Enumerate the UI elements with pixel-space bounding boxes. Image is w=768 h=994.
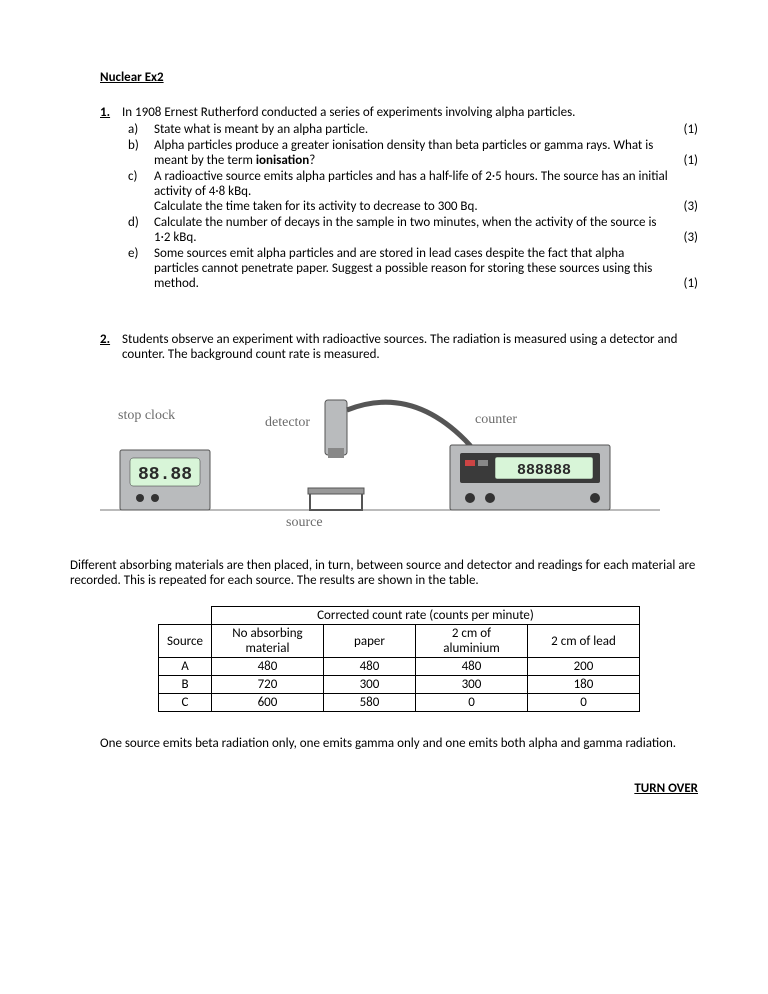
question-1: 1. In 1908 Ernest Rutherford conducted a… (100, 105, 698, 292)
stop-clock-label: stop clock (118, 408, 175, 424)
q1e-letter: e) (122, 246, 154, 261)
q1c-text: A radioactive source emits alpha particl… (154, 169, 698, 214)
q1c-letter: c) (122, 169, 154, 184)
diagram: stop clock detector counter source 88.88 (100, 390, 698, 540)
q1e-text: Some sources emit alpha particles and ar… (154, 246, 698, 291)
q1b-text: Alpha particles produce a greater ionisa… (154, 138, 698, 168)
source-label: source (286, 515, 323, 531)
blank-cell (159, 607, 212, 625)
q2-number: 2. (100, 332, 122, 347)
q1d-letter: d) (122, 215, 154, 230)
q1d-marks: (3) (684, 230, 698, 245)
q1-number: 1. (100, 105, 122, 120)
col-1: paper (323, 625, 415, 658)
q1a-text: State what is meant by an alpha particle… (154, 122, 698, 137)
para-one-source: One source emits beta radiation only, on… (100, 736, 698, 751)
table-row: B 720 300 300 180 (159, 676, 640, 694)
q1-body: In 1908 Ernest Rutherford conducted a se… (122, 105, 698, 292)
title: Nuclear Ex2 (100, 70, 698, 85)
question-2: 2. Students observe an experiment with r… (100, 332, 698, 362)
q2-intro: Students observe an experiment with radi… (122, 332, 698, 362)
q1b-marks: (1) (684, 153, 698, 168)
source-header: Source (159, 625, 212, 658)
q1b-letter: b) (122, 138, 154, 153)
counter-display: 888888 (517, 462, 571, 479)
q1-intro: In 1908 Ernest Rutherford conducted a se… (122, 105, 698, 120)
col-2: 2 cm of aluminium (415, 625, 527, 658)
q1a-letter: a) (122, 122, 154, 137)
para-materials: Different absorbing materials are then p… (70, 558, 698, 588)
detector-label: detector (265, 415, 310, 431)
q1e-marks: (1) (684, 276, 698, 291)
q2-body: Students observe an experiment with radi… (122, 332, 698, 362)
table-row: C 600 580 0 0 (159, 694, 640, 712)
clock-display: 88.88 (138, 465, 192, 485)
q1d-text: Calculate the number of decays in the sa… (154, 215, 698, 245)
turn-over: TURN OVER (100, 781, 698, 796)
col-3: 2 cm of lead (527, 625, 639, 658)
counter-label: counter (475, 412, 517, 428)
table-header-span: Corrected count rate (counts per minute) (211, 607, 639, 625)
diagram-svg: 88.88 888888 (100, 390, 660, 540)
q1c-marks: (3) (684, 199, 698, 214)
page: Nuclear Ex2 1. In 1908 Ernest Rutherford… (0, 0, 768, 836)
results-table: Corrected count rate (counts per minute)… (100, 606, 698, 712)
col-0: No absorbing material (211, 625, 323, 658)
table-row: A 480 480 480 200 (159, 658, 640, 676)
q1a-marks: (1) (684, 122, 698, 137)
